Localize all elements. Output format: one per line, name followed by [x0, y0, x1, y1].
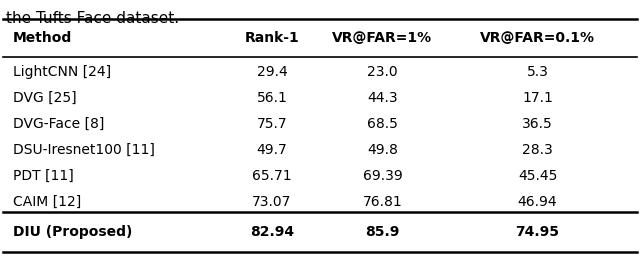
Text: 76.81: 76.81 — [362, 195, 403, 209]
Text: 73.07: 73.07 — [252, 195, 292, 209]
Text: PDT [11]: PDT [11] — [13, 169, 74, 183]
Text: the Tufts Face dataset.: the Tufts Face dataset. — [6, 11, 180, 26]
Text: 45.45: 45.45 — [518, 169, 557, 183]
Text: Method: Method — [13, 31, 72, 45]
Text: 69.39: 69.39 — [362, 169, 403, 183]
Text: 23.0: 23.0 — [367, 65, 397, 79]
Text: VR@FAR=1%: VR@FAR=1% — [332, 31, 433, 45]
Text: 36.5: 36.5 — [522, 117, 553, 131]
Text: 85.9: 85.9 — [365, 225, 399, 239]
Text: 75.7: 75.7 — [257, 117, 287, 131]
Text: Rank-1: Rank-1 — [244, 31, 300, 45]
Text: CAIM [12]: CAIM [12] — [13, 195, 81, 209]
Text: LightCNN [24]: LightCNN [24] — [13, 65, 111, 79]
Text: 5.3: 5.3 — [527, 65, 548, 79]
Text: 82.94: 82.94 — [250, 225, 294, 239]
Text: 56.1: 56.1 — [257, 91, 287, 105]
Text: 68.5: 68.5 — [367, 117, 398, 131]
Text: 17.1: 17.1 — [522, 91, 553, 105]
Text: VR@FAR=0.1%: VR@FAR=0.1% — [480, 31, 595, 45]
Text: 65.71: 65.71 — [252, 169, 292, 183]
Text: 46.94: 46.94 — [518, 195, 557, 209]
Text: 49.7: 49.7 — [257, 143, 287, 157]
Text: DVG [25]: DVG [25] — [13, 91, 76, 105]
Text: 74.95: 74.95 — [516, 225, 559, 239]
Text: 49.8: 49.8 — [367, 143, 398, 157]
Text: 29.4: 29.4 — [257, 65, 287, 79]
Text: 28.3: 28.3 — [522, 143, 553, 157]
Text: DSU-Iresnet100 [11]: DSU-Iresnet100 [11] — [13, 143, 155, 157]
Text: DVG-Face [8]: DVG-Face [8] — [13, 117, 104, 131]
Text: DIU (Proposed): DIU (Proposed) — [13, 225, 132, 239]
Text: 44.3: 44.3 — [367, 91, 397, 105]
